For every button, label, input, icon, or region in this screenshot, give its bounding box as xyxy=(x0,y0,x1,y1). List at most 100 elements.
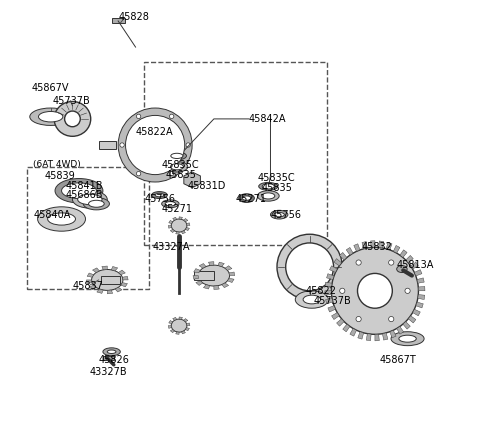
Ellipse shape xyxy=(277,234,342,300)
Polygon shape xyxy=(371,241,375,247)
Text: 45271: 45271 xyxy=(162,204,192,214)
Text: 45828: 45828 xyxy=(118,12,149,21)
Polygon shape xyxy=(169,321,173,324)
Polygon shape xyxy=(339,252,347,260)
Ellipse shape xyxy=(30,108,72,125)
Ellipse shape xyxy=(262,193,275,199)
Ellipse shape xyxy=(142,132,168,158)
Polygon shape xyxy=(185,228,190,231)
Ellipse shape xyxy=(136,172,141,176)
Text: 45756: 45756 xyxy=(144,194,175,205)
Ellipse shape xyxy=(171,219,187,232)
Ellipse shape xyxy=(391,332,424,346)
Polygon shape xyxy=(170,230,174,233)
Polygon shape xyxy=(218,262,224,267)
Ellipse shape xyxy=(186,143,191,147)
Ellipse shape xyxy=(88,200,104,207)
Text: 43327B: 43327B xyxy=(90,367,128,377)
Polygon shape xyxy=(403,321,410,329)
Text: 45867T: 45867T xyxy=(379,356,416,365)
Polygon shape xyxy=(325,298,333,304)
Ellipse shape xyxy=(198,265,229,286)
Ellipse shape xyxy=(165,201,176,206)
Ellipse shape xyxy=(78,194,102,205)
Bar xyxy=(112,18,125,23)
Ellipse shape xyxy=(118,108,192,182)
Ellipse shape xyxy=(405,288,410,293)
Text: 45822A: 45822A xyxy=(135,127,173,137)
Text: 45837: 45837 xyxy=(72,282,103,291)
Polygon shape xyxy=(328,306,336,312)
Ellipse shape xyxy=(242,196,251,200)
Ellipse shape xyxy=(188,177,196,184)
Polygon shape xyxy=(400,250,407,258)
Polygon shape xyxy=(393,245,400,253)
Ellipse shape xyxy=(399,335,416,342)
Ellipse shape xyxy=(103,348,120,356)
Text: 43327A: 43327A xyxy=(153,242,191,252)
Polygon shape xyxy=(173,217,177,220)
Bar xyxy=(27,167,149,289)
Polygon shape xyxy=(416,302,423,308)
Ellipse shape xyxy=(274,212,284,217)
Polygon shape xyxy=(406,255,413,263)
Ellipse shape xyxy=(166,162,188,172)
Polygon shape xyxy=(418,286,425,291)
Polygon shape xyxy=(204,285,210,289)
Polygon shape xyxy=(86,280,92,283)
Polygon shape xyxy=(176,332,179,334)
Ellipse shape xyxy=(389,317,394,321)
Ellipse shape xyxy=(92,269,123,290)
Ellipse shape xyxy=(356,260,361,265)
Ellipse shape xyxy=(259,183,278,190)
Polygon shape xyxy=(366,334,371,341)
Ellipse shape xyxy=(286,243,334,291)
Ellipse shape xyxy=(168,152,186,160)
Ellipse shape xyxy=(171,319,187,332)
Text: (6AT 4WD): (6AT 4WD) xyxy=(33,160,81,169)
Text: 45835C: 45835C xyxy=(162,159,199,170)
Ellipse shape xyxy=(155,193,164,197)
Polygon shape xyxy=(350,328,357,336)
Polygon shape xyxy=(102,266,107,270)
Polygon shape xyxy=(170,329,174,333)
Bar xyxy=(103,356,114,360)
Ellipse shape xyxy=(152,191,168,198)
Polygon shape xyxy=(386,243,392,250)
Polygon shape xyxy=(89,285,96,290)
Ellipse shape xyxy=(61,183,96,198)
Polygon shape xyxy=(181,231,185,234)
Ellipse shape xyxy=(170,164,183,170)
Ellipse shape xyxy=(107,350,116,353)
Polygon shape xyxy=(325,282,332,287)
Polygon shape xyxy=(396,326,404,334)
Polygon shape xyxy=(410,262,418,269)
Polygon shape xyxy=(408,316,416,323)
Polygon shape xyxy=(330,266,337,272)
Polygon shape xyxy=(354,244,360,251)
Polygon shape xyxy=(187,323,190,325)
Ellipse shape xyxy=(262,184,275,189)
Polygon shape xyxy=(185,328,190,331)
Ellipse shape xyxy=(48,213,75,225)
Polygon shape xyxy=(336,319,344,326)
Ellipse shape xyxy=(162,200,179,208)
Polygon shape xyxy=(173,318,177,320)
Ellipse shape xyxy=(331,247,419,334)
Text: 45841B: 45841B xyxy=(66,181,103,191)
Polygon shape xyxy=(390,330,396,338)
Ellipse shape xyxy=(303,295,321,304)
Polygon shape xyxy=(208,261,214,265)
Ellipse shape xyxy=(126,116,185,175)
Polygon shape xyxy=(225,266,232,270)
Ellipse shape xyxy=(171,153,183,159)
Polygon shape xyxy=(179,317,182,319)
Text: 45867V: 45867V xyxy=(31,83,69,93)
Polygon shape xyxy=(229,272,235,276)
Polygon shape xyxy=(383,333,388,340)
Polygon shape xyxy=(97,289,103,293)
Text: 45831D: 45831D xyxy=(188,181,226,191)
Ellipse shape xyxy=(340,288,345,293)
Polygon shape xyxy=(413,309,420,316)
Ellipse shape xyxy=(270,210,288,219)
